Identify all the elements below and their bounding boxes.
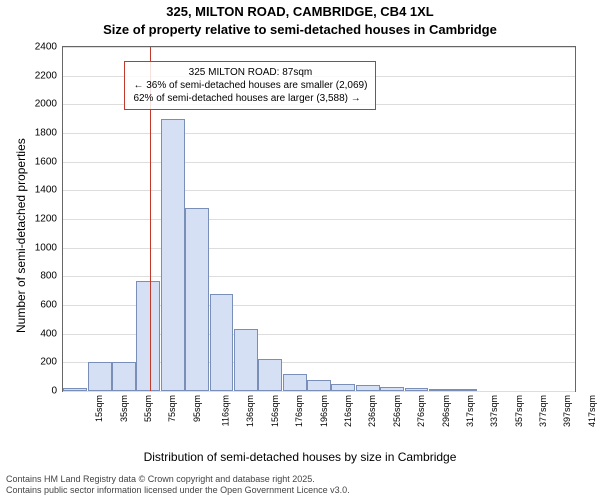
- histogram-bar: [161, 119, 185, 391]
- x-tick-label: 156sqm: [270, 395, 280, 427]
- histogram-bar: [453, 389, 477, 391]
- gridline: [63, 162, 575, 163]
- y-tick-label: 2400: [35, 42, 63, 53]
- x-tick-label: 15sqm: [94, 395, 104, 422]
- x-tick-label: 276sqm: [416, 395, 426, 427]
- x-tick-label: 116sqm: [220, 395, 230, 426]
- x-tick-label: 136sqm: [246, 395, 256, 427]
- x-tick-label: 377sqm: [538, 395, 548, 427]
- chart-title-sub: Size of property relative to semi-detach…: [0, 22, 600, 37]
- histogram-bar: [380, 387, 404, 391]
- gridline: [63, 391, 575, 392]
- footer-attribution: Contains HM Land Registry data © Crown c…: [6, 474, 350, 496]
- x-tick-label: 397sqm: [562, 395, 572, 427]
- histogram-bar: [136, 281, 160, 391]
- gridline: [63, 133, 575, 134]
- histogram-bar: [210, 294, 234, 391]
- histogram-bar: [307, 380, 331, 391]
- gridline: [63, 190, 575, 191]
- histogram-bar: [429, 389, 453, 391]
- plot-area: 0200400600800100012001400160018002000220…: [62, 46, 576, 392]
- y-axis-label: Number of semi-detached properties: [14, 138, 28, 333]
- x-tick-label: 256sqm: [392, 395, 402, 427]
- histogram-bar: [405, 388, 429, 391]
- x-tick-label: 337sqm: [489, 395, 499, 427]
- annotation-box: 325 MILTON ROAD: 87sqm← 36% of semi-deta…: [124, 61, 376, 110]
- x-tick-label: 216sqm: [343, 395, 353, 427]
- y-tick-label: 600: [40, 300, 63, 311]
- footer-line: Contains HM Land Registry data © Crown c…: [6, 474, 350, 485]
- x-tick-label: 176sqm: [294, 395, 304, 427]
- x-tick-label: 357sqm: [514, 395, 524, 427]
- x-axis-label: Distribution of semi-detached houses by …: [0, 450, 600, 464]
- y-tick-label: 1400: [35, 185, 63, 196]
- histogram-bar: [112, 362, 136, 391]
- annotation-line: ← 36% of semi-detached houses are smalle…: [133, 79, 367, 92]
- x-tick-label: 75sqm: [167, 395, 177, 422]
- x-tick-label: 236sqm: [367, 395, 377, 427]
- chart-container: 325, MILTON ROAD, CAMBRIDGE, CB4 1XL Siz…: [0, 0, 600, 500]
- histogram-bar: [185, 208, 209, 391]
- y-tick-label: 1800: [35, 128, 63, 139]
- y-tick-label: 2200: [35, 70, 63, 81]
- histogram-bar: [234, 329, 258, 391]
- x-tick-label: 317sqm: [465, 395, 475, 427]
- y-tick-label: 200: [40, 357, 63, 368]
- x-tick-label: 417sqm: [587, 395, 597, 427]
- y-tick-label: 0: [51, 386, 63, 397]
- y-tick-label: 1000: [35, 242, 63, 253]
- histogram-bar: [356, 385, 380, 391]
- x-tick-label: 95sqm: [192, 395, 202, 422]
- y-tick-label: 800: [40, 271, 63, 282]
- y-tick-label: 1600: [35, 156, 63, 167]
- histogram-bar: [63, 388, 87, 391]
- y-tick-label: 1200: [35, 214, 63, 225]
- x-tick-label: 55sqm: [143, 395, 153, 422]
- y-tick-label: 400: [40, 328, 63, 339]
- gridline: [63, 248, 575, 249]
- histogram-bar: [283, 374, 307, 391]
- footer-line: Contains public sector information licen…: [6, 485, 350, 496]
- annotation-line: 325 MILTON ROAD: 87sqm: [133, 66, 367, 79]
- annotation-line: 62% of semi-detached houses are larger (…: [133, 92, 367, 105]
- x-tick-label: 196sqm: [319, 395, 329, 427]
- gridline: [63, 276, 575, 277]
- x-tick-label: 35sqm: [119, 395, 129, 422]
- histogram-bar: [258, 359, 282, 391]
- gridline: [63, 219, 575, 220]
- y-tick-label: 2000: [35, 99, 63, 110]
- chart-title-main: 325, MILTON ROAD, CAMBRIDGE, CB4 1XL: [0, 4, 600, 19]
- histogram-bar: [88, 362, 112, 391]
- histogram-bar: [331, 384, 355, 391]
- gridline: [63, 47, 575, 48]
- x-tick-label: 296sqm: [441, 395, 451, 427]
